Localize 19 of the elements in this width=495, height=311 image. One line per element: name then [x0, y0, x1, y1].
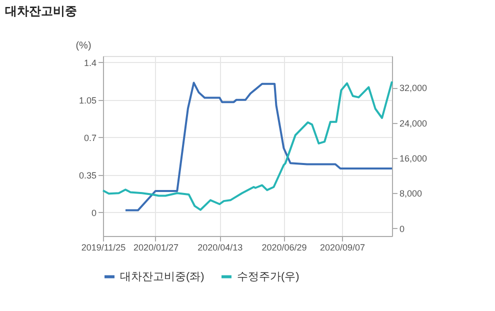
y-tick-label: 1.05 — [78, 95, 96, 106]
x-tick-label: 2020/09/07 — [320, 242, 366, 252]
y2-tick-label: 32,000 — [400, 83, 428, 94]
legend-label: 수정주가(우) — [237, 270, 300, 283]
x-tick-label: 2020/04/13 — [198, 242, 243, 252]
y-tick-label: 0 — [91, 208, 96, 218]
x-tick-label: 2020/06/29 — [262, 242, 307, 252]
x-tick-label: 2020/01/27 — [133, 242, 178, 252]
x-tick-label: 2019/11/25 — [81, 242, 126, 252]
y-axis-title: (%) — [76, 40, 92, 52]
y2-tick-label: 0 — [400, 224, 405, 234]
y2-tick-label: 8,000 — [400, 188, 422, 199]
y-tick-label: 0.7 — [84, 132, 96, 143]
y-tick-label: 1.4 — [84, 58, 96, 68]
legend-label: 대차잔고비중(좌) — [120, 270, 204, 283]
y2-tick-label: 16,000 — [400, 153, 428, 164]
y2-tick-label: 24,000 — [400, 118, 428, 128]
chart-title: 대차잔고비중 — [5, 4, 78, 18]
y-tick-label: 0.35 — [78, 170, 96, 180]
